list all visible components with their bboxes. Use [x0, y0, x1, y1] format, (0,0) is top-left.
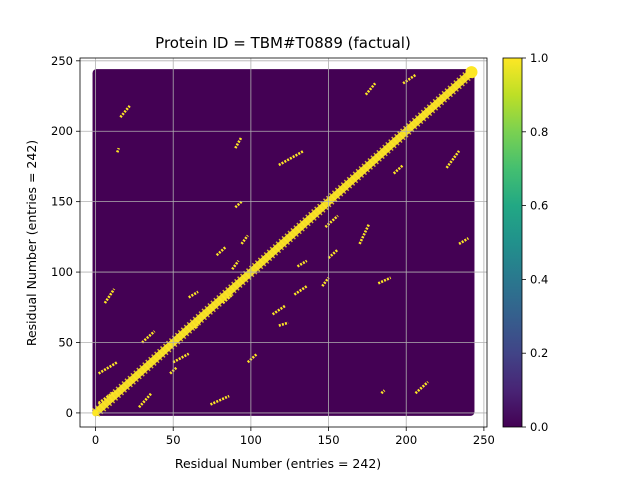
endpoint-marker-1 — [465, 66, 478, 79]
contact-segments — [97, 73, 470, 409]
contact-segment-12 — [222, 293, 234, 305]
contact-segment-32 — [402, 73, 417, 85]
contact-segment-16 — [234, 136, 243, 149]
x-tick-label-200: 200 — [395, 433, 417, 447]
contact-segment-26 — [327, 248, 339, 259]
contact-segment-29 — [377, 276, 392, 285]
y-tick-label-100: 100 — [51, 265, 73, 279]
x-axis-label: Residual Number (entries = 242) — [175, 456, 381, 471]
plot-frame — [79, 57, 488, 428]
contact-segment-9 — [188, 290, 199, 299]
colorbar-ticks: 0.0 0.2 0.4 0.6 0.8 1.0 — [522, 51, 548, 434]
colorbar-tick-label-4: 0.8 — [530, 125, 548, 139]
contact-segment-8 — [172, 352, 190, 364]
contact-segment-3 — [119, 105, 131, 118]
contact-segment-24 — [321, 276, 330, 287]
contact-segment-28 — [364, 82, 377, 96]
contact-segment-33 — [414, 380, 429, 395]
y-axis-label: Residual Number (entries = 242) — [24, 140, 39, 346]
grid-lines — [80, 58, 487, 427]
contact-segment-25 — [324, 214, 339, 228]
x-tick-label-250: 250 — [473, 433, 495, 447]
x-tick-label-0: 0 — [92, 433, 99, 447]
contact-segment-27 — [358, 223, 371, 245]
contact-segment-22 — [293, 285, 308, 296]
x-axis-ticks: 0 50 100 150 200 250 — [92, 427, 495, 447]
contact-segment-17 — [240, 234, 249, 245]
contact-segment-0 — [97, 361, 118, 375]
diagonal-band-fringe — [91, 68, 476, 417]
contact-segment-11 — [215, 245, 227, 257]
contact-segment-31 — [392, 164, 404, 175]
contact-segment-6 — [141, 330, 156, 344]
y-tick-label-0: 0 — [66, 406, 73, 420]
contact-segment-20 — [278, 149, 305, 167]
contact-segment-35 — [458, 237, 470, 246]
contact-segment-10 — [193, 319, 203, 330]
contact-segment-18 — [246, 352, 258, 364]
endpoint-marker-0 — [92, 409, 99, 416]
diagonal-band — [91, 68, 476, 417]
plot-area — [80, 58, 487, 427]
contact-segment-19 — [271, 304, 286, 316]
y-tick-label-200: 200 — [51, 124, 73, 138]
chart-title: Protein ID = TBM#T0889 (factual) — [155, 34, 411, 52]
contact-segment-34 — [445, 150, 461, 169]
colorbar-tick-label-2: 0.4 — [530, 272, 548, 286]
y-axis-ticks: 0 50 100 150 200 250 — [51, 54, 80, 420]
colorbar-tick-label-5: 1.0 — [530, 51, 548, 65]
x-tick-label-150: 150 — [318, 433, 340, 447]
y-tick-label-150: 150 — [51, 195, 73, 209]
contact-segment-21 — [278, 321, 289, 327]
contact-segment-23 — [296, 259, 308, 268]
endpoint-markers — [92, 66, 478, 416]
y-tick-label-50: 50 — [58, 335, 73, 349]
y-tick-label-250: 250 — [51, 54, 73, 68]
contact-segment-15 — [234, 200, 243, 209]
contact-segment-14 — [231, 260, 240, 271]
colorbar-tick-label-3: 0.6 — [530, 199, 548, 213]
x-tick-label-100: 100 — [240, 433, 262, 447]
contact-segment-30 — [380, 389, 386, 395]
contact-segment-2 — [103, 288, 116, 304]
contact-segment-13 — [209, 394, 230, 406]
colorbar-gradient — [502, 57, 523, 428]
colorbar-tick-label-1: 0.2 — [530, 346, 548, 360]
x-tick-label-50: 50 — [166, 433, 181, 447]
colorbar-tick-label-0: 0.0 — [530, 420, 548, 434]
colorbar: 0.0 0.2 0.4 0.6 0.8 1.0 — [502, 51, 548, 434]
contact-segment-4 — [116, 147, 121, 153]
